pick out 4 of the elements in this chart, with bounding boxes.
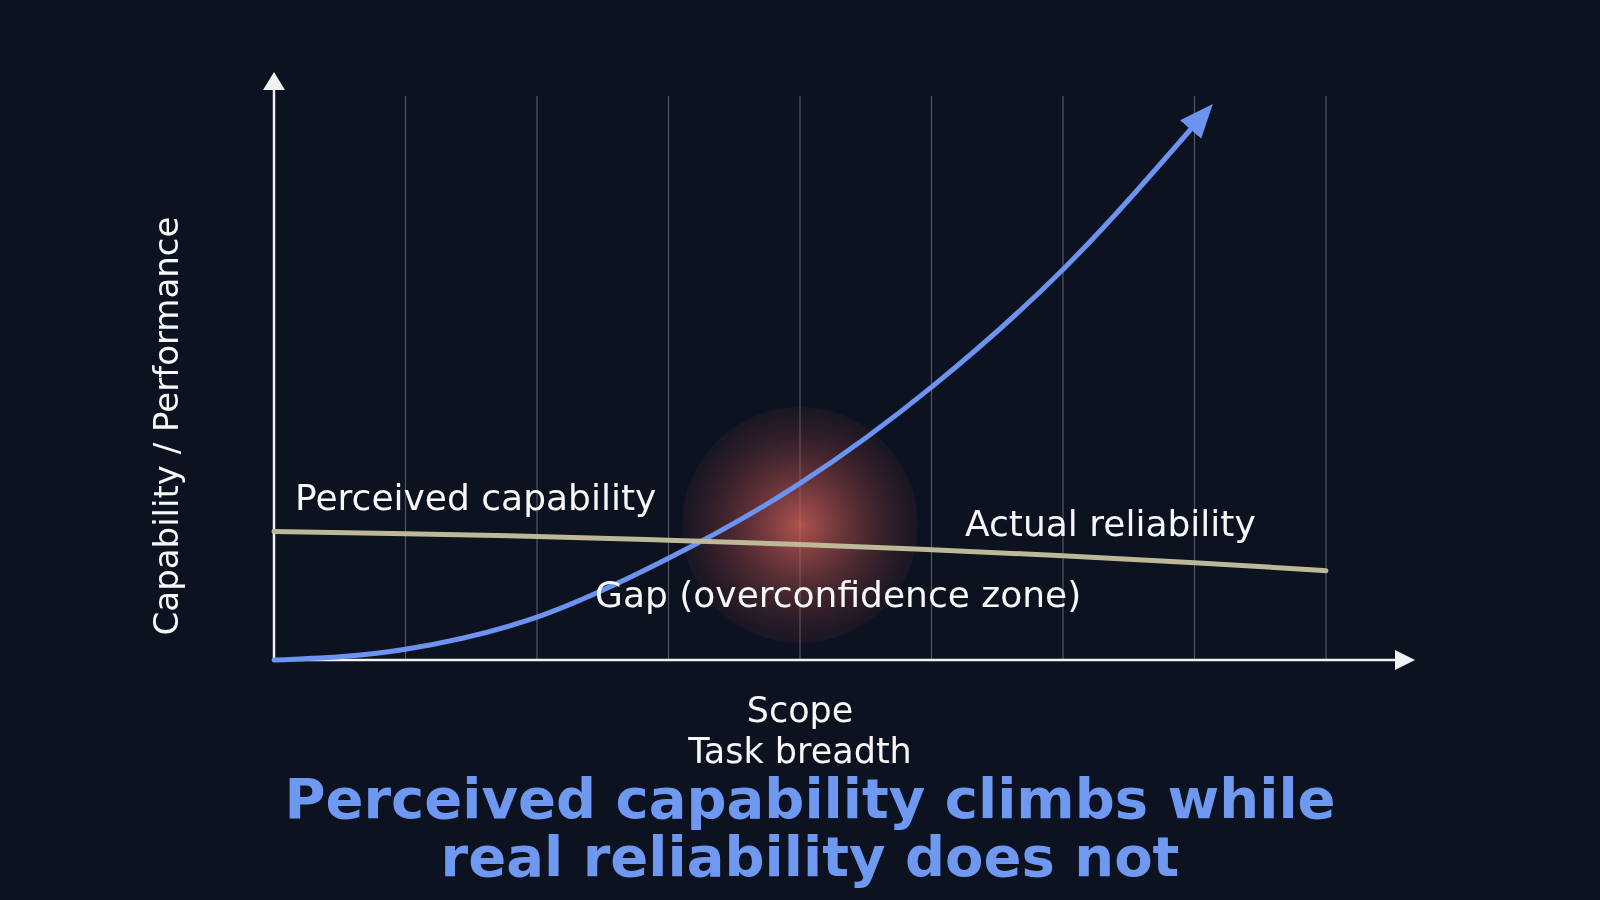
annotation: Actual reliability (965, 503, 1256, 544)
annotation: Gap (overconfidence zone) (595, 574, 1082, 615)
y-axis-title: Capability / Performance (146, 216, 186, 636)
annotation: Perceived capability (295, 477, 657, 518)
